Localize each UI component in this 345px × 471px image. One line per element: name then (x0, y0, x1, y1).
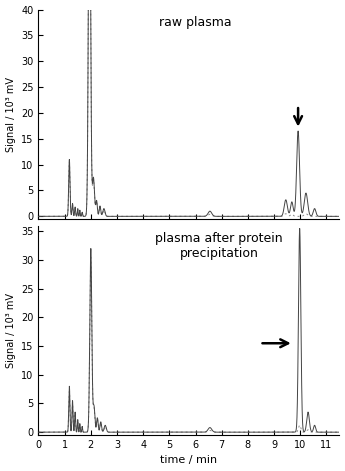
X-axis label: time / min: time / min (160, 455, 217, 465)
Y-axis label: Signal / 10³ mV: Signal / 10³ mV (6, 293, 16, 368)
Text: raw plasma: raw plasma (159, 16, 231, 29)
Text: plasma after protein
precipitation: plasma after protein precipitation (155, 232, 283, 260)
Y-axis label: Signal / 10³ mV: Signal / 10³ mV (6, 77, 16, 152)
